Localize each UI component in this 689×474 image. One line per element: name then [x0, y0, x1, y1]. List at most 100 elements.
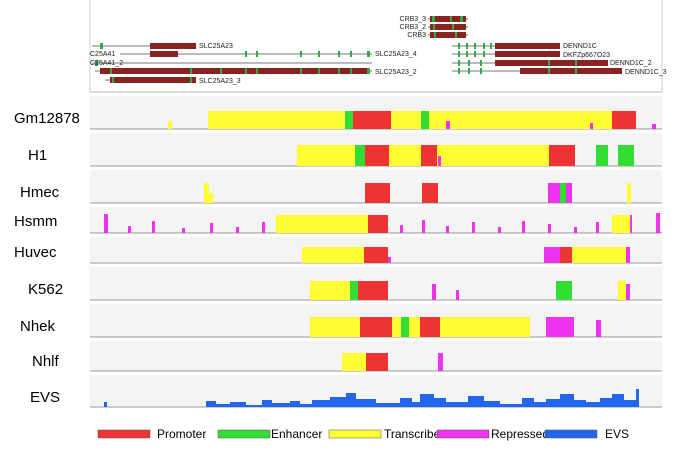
track-label: Nhek [20, 318, 56, 335]
state-promoter [358, 281, 388, 300]
gene-label: DENND1C [563, 43, 597, 50]
state-repressed [446, 226, 449, 233]
state-repressed [128, 226, 131, 233]
gene-label: CRB3_3 [400, 16, 427, 23]
track-k562: K562 [28, 267, 662, 301]
legend-item-transcribed: Transcribed [328, 427, 447, 441]
state-transcribed [391, 111, 421, 129]
evs-profile [206, 393, 636, 407]
state-promoter [368, 215, 388, 233]
gene-slc25a23-4[interactable]: SLC25A23_4 [120, 51, 417, 58]
state-promoter [366, 353, 388, 371]
state-transcribed [302, 247, 364, 263]
state-transcribed [297, 145, 355, 166]
gene-c25a41-2[interactable]: C25A41_2 [90, 60, 372, 67]
state-enhancer [355, 145, 365, 166]
legend-swatch [544, 429, 598, 439]
track-hsmm: Hsmm [14, 207, 662, 234]
state-repressed [630, 215, 632, 233]
state-repressed [652, 124, 656, 129]
state-promoter [420, 317, 440, 337]
gene-c25a41[interactable]: C25A41 [90, 51, 115, 58]
state-enhancer [401, 317, 409, 337]
gene-crb3-3[interactable]: CRB3_3 [400, 16, 468, 23]
gene-dennd1c-2[interactable]: DENND1C_2 [452, 60, 652, 67]
state-repressed [262, 222, 265, 233]
gene-label: C25A41 [90, 51, 115, 58]
legend-item-repressed: Repressed [436, 427, 549, 441]
state-transcribed [612, 215, 630, 233]
state-transcribed [168, 121, 172, 129]
state-enhancer [556, 281, 572, 300]
state-enhancer [421, 111, 429, 129]
state-promoter [353, 111, 391, 129]
state-promoter [360, 317, 392, 337]
state-repressed [438, 353, 443, 371]
state-transcribed [389, 145, 421, 166]
state-repressed [596, 222, 599, 233]
gene-crb3-2[interactable]: CRB3_2 [400, 24, 468, 31]
track-label: EVS [30, 389, 60, 406]
gene-label: DKFZp667O23 [563, 52, 610, 59]
state-repressed [522, 221, 525, 233]
state-transcribed [572, 247, 626, 263]
gene-dennd1c-3[interactable]: DENND1C_3 [452, 68, 667, 76]
legend-swatch [328, 429, 382, 439]
state-enhancer [618, 145, 634, 166]
gene-dennd1c[interactable]: DENND1C [452, 43, 597, 50]
state-repressed [566, 183, 572, 203]
evs-peak [636, 389, 639, 407]
state-transcribed [204, 183, 209, 203]
gene-slc25a23-3[interactable]: SLC25A23_3 [105, 77, 241, 85]
gene-label: CRB3_2 [400, 24, 427, 31]
state-enhancer [345, 111, 353, 129]
legend-swatch [97, 429, 151, 439]
state-repressed [432, 284, 436, 300]
state-repressed [656, 213, 660, 233]
track-gm12878: Gm12878 [14, 96, 662, 130]
track-nhek: Nhek [20, 304, 662, 338]
state-transcribed [342, 353, 366, 371]
gene-label: SLC25A23_3 [199, 78, 241, 85]
state-repressed [590, 123, 593, 129]
gene-label: CRB3 [407, 32, 426, 39]
legend-item-promoter: Promoter [97, 427, 206, 441]
state-repressed [596, 320, 601, 337]
state-repressed [626, 284, 630, 300]
track-label: Nhlf [32, 353, 60, 370]
legend-swatch [217, 429, 271, 439]
state-transcribed [392, 317, 401, 337]
state-repressed [472, 222, 475, 233]
state-repressed [152, 221, 155, 233]
state-promoter [560, 247, 572, 263]
state-repressed [544, 247, 560, 263]
gene-crb3[interactable]: CRB3 [407, 32, 468, 39]
legend-label: Transcribed [384, 427, 447, 441]
state-transcribed [429, 111, 612, 129]
state-transcribed [310, 281, 350, 300]
gene-label: C25A41_2 [90, 60, 123, 67]
track-nhlf: Nhlf [32, 341, 662, 372]
state-repressed [446, 121, 450, 129]
state-transcribed [440, 317, 530, 337]
gene-slc25a23-2[interactable]: SLC25A23_2 [95, 68, 417, 76]
legend: Promoter Enhancer Transcribed Repressed … [97, 427, 629, 441]
state-repressed [182, 228, 185, 233]
gene-label: SLC25A23 [199, 43, 233, 50]
legend-label: EVS [605, 427, 629, 441]
state-repressed [104, 214, 108, 233]
legend-item-enhancer: Enhancer [217, 427, 322, 441]
track-hmec: Hmec [20, 170, 662, 204]
state-repressed [626, 247, 630, 263]
state-repressed [548, 183, 560, 203]
state-transcribed [409, 317, 420, 337]
track-label: Gm12878 [14, 110, 80, 127]
evs-peak [104, 402, 107, 407]
legend-item-evs: EVS [544, 427, 629, 441]
gene-slc25a23[interactable]: SLC25A23 [92, 43, 233, 50]
legend-label: Enhancer [271, 427, 322, 441]
state-enhancer [560, 183, 566, 203]
state-repressed [548, 224, 551, 233]
gene-dkfzp[interactable]: DKFZp667O23 [452, 51, 610, 59]
